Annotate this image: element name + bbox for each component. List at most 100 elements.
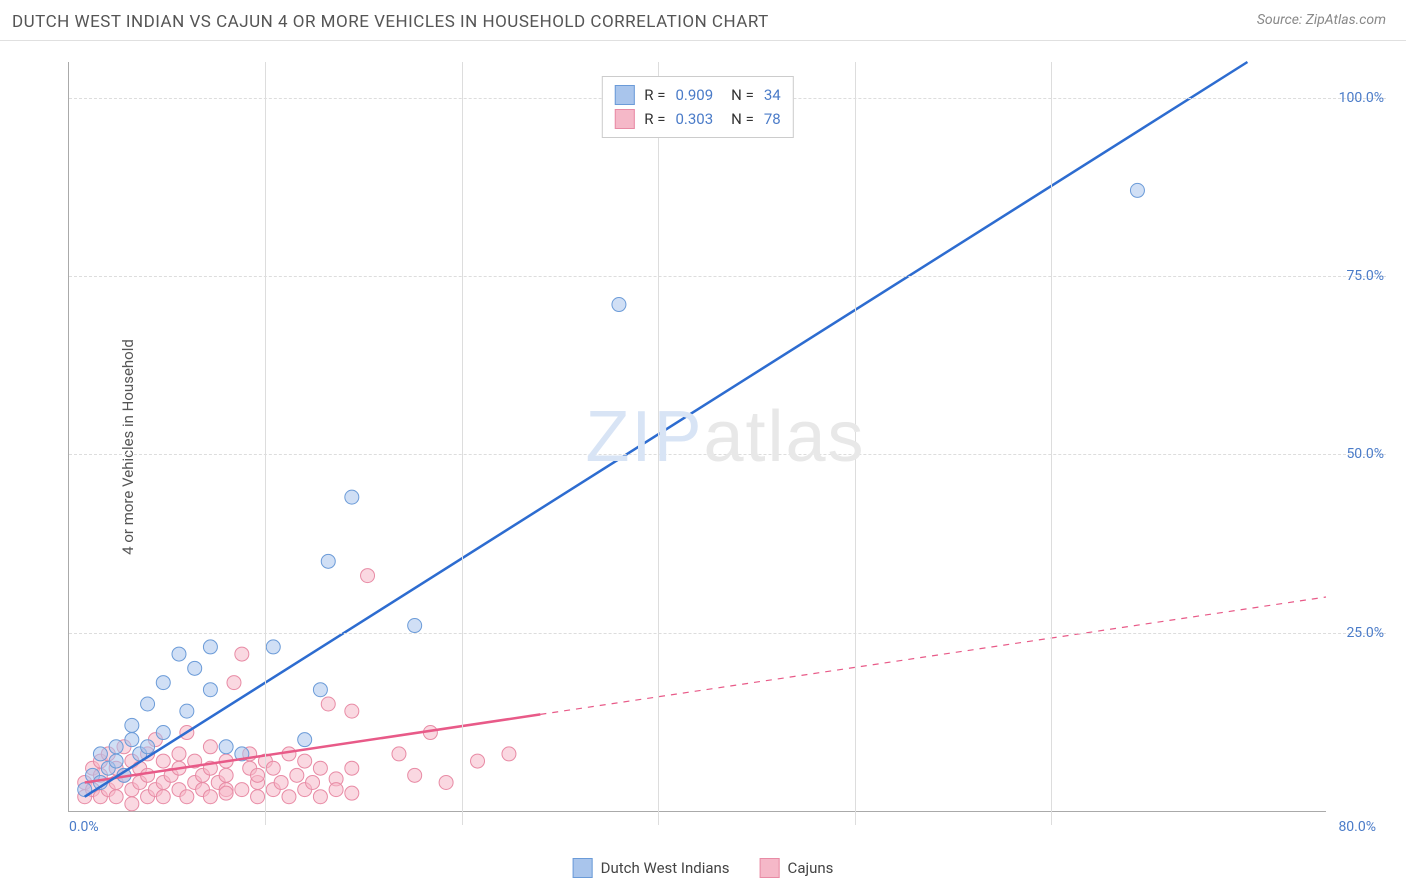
scatter-point bbox=[203, 740, 217, 754]
scatter-point bbox=[1130, 183, 1144, 197]
scatter-point bbox=[125, 797, 139, 811]
grid-v bbox=[855, 62, 856, 825]
scatter-point bbox=[313, 790, 327, 804]
legend-r-value-1: 0.303 bbox=[675, 110, 713, 128]
legend-item-dutch: Dutch West Indians bbox=[573, 858, 730, 878]
scatter-point bbox=[345, 786, 359, 800]
scatter-point bbox=[361, 569, 375, 583]
scatter-point bbox=[392, 747, 406, 761]
header: DUTCH WEST INDIAN VS CAJUN 4 OR MORE VEH… bbox=[0, 0, 1406, 41]
scatter-point bbox=[235, 783, 249, 797]
scatter-point bbox=[141, 740, 155, 754]
scatter-point bbox=[321, 697, 335, 711]
scatter-point bbox=[219, 740, 233, 754]
scatter-point bbox=[251, 790, 265, 804]
scatter-point bbox=[502, 747, 516, 761]
scatter-point bbox=[172, 747, 186, 761]
scatter-point bbox=[227, 676, 241, 690]
legend-n-label-0: N = bbox=[731, 86, 754, 104]
legend-n-value-1: 78 bbox=[764, 110, 781, 128]
grid-h bbox=[69, 276, 1386, 277]
legend-n-value-0: 34 bbox=[764, 86, 781, 104]
grid-v bbox=[462, 62, 463, 825]
scatter-point bbox=[345, 761, 359, 775]
legend-label-cajun: Cajuns bbox=[788, 859, 834, 877]
scatter-point bbox=[345, 704, 359, 718]
legend-swatch-bottom-dutch bbox=[573, 858, 593, 878]
scatter-point bbox=[203, 683, 217, 697]
scatter-point bbox=[313, 683, 327, 697]
ytick-label: 75.0% bbox=[1346, 268, 1384, 284]
legend-label-dutch: Dutch West Indians bbox=[601, 859, 730, 877]
chart-area: 4 or more Vehicles in Household ZIPatlas… bbox=[48, 52, 1386, 842]
scatter-point bbox=[235, 647, 249, 661]
scatter-point bbox=[251, 768, 265, 782]
scatter-point bbox=[266, 761, 280, 775]
scatter-point bbox=[109, 790, 123, 804]
scatter-point bbox=[125, 733, 139, 747]
scatter-point bbox=[282, 790, 296, 804]
scatter-point bbox=[306, 775, 320, 789]
scatter-point bbox=[290, 768, 304, 782]
legend-r-value-0: 0.909 bbox=[675, 86, 713, 104]
xtick-label-min: 0.0% bbox=[69, 819, 99, 835]
legend-r-label-0: R = bbox=[644, 86, 665, 104]
legend-item-cajun: Cajuns bbox=[760, 858, 834, 878]
source-attribution: Source: ZipAtlas.com bbox=[1257, 12, 1386, 28]
scatter-point bbox=[313, 761, 327, 775]
legend-n-label-1: N = bbox=[731, 110, 754, 128]
scatter-point bbox=[439, 775, 453, 789]
scatter-point bbox=[156, 790, 170, 804]
source-prefix: Source: bbox=[1257, 12, 1306, 28]
legend-swatch-bottom-cajun bbox=[760, 858, 780, 878]
regression-line bbox=[85, 62, 1248, 797]
scatter-point bbox=[156, 754, 170, 768]
scatter-point bbox=[180, 704, 194, 718]
source-name: ZipAtlas.com bbox=[1306, 12, 1386, 28]
scatter-point bbox=[188, 661, 202, 675]
scatter-point bbox=[408, 619, 422, 633]
legend-r-label-1: R = bbox=[644, 110, 665, 128]
legend-correlation: R = 0.909 N = 34 R = 0.303 N = 78 bbox=[601, 76, 793, 138]
scatter-point bbox=[172, 647, 186, 661]
scatter-point bbox=[180, 790, 194, 804]
ytick-label: 25.0% bbox=[1346, 625, 1384, 641]
scatter-point bbox=[274, 775, 288, 789]
legend-swatch-cajun bbox=[614, 109, 634, 129]
scatter-point bbox=[345, 490, 359, 504]
grid-v bbox=[658, 62, 659, 825]
legend-row-cajun: R = 0.303 N = 78 bbox=[614, 107, 780, 131]
scatter-point bbox=[408, 768, 422, 782]
legend-series: Dutch West Indians Cajuns bbox=[573, 858, 834, 878]
scatter-point bbox=[329, 783, 343, 797]
scatter-point bbox=[203, 640, 217, 654]
grid-h bbox=[69, 454, 1386, 455]
scatter-point bbox=[471, 754, 485, 768]
grid-h bbox=[69, 633, 1386, 634]
scatter-point bbox=[93, 747, 107, 761]
scatter-point bbox=[156, 676, 170, 690]
scatter-point bbox=[156, 726, 170, 740]
scatter-point bbox=[219, 786, 233, 800]
scatter-point bbox=[321, 554, 335, 568]
grid-v bbox=[1051, 62, 1052, 825]
grid-v bbox=[265, 62, 266, 825]
scatter-point bbox=[219, 768, 233, 782]
chart-title: DUTCH WEST INDIAN VS CAJUN 4 OR MORE VEH… bbox=[12, 12, 769, 32]
legend-swatch-dutch bbox=[614, 85, 634, 105]
scatter-point bbox=[109, 754, 123, 768]
scatter-point bbox=[298, 733, 312, 747]
xtick-label-max: 80.0% bbox=[1338, 819, 1376, 835]
plot-area: ZIPatlas R = 0.909 N = 34 R = 0.303 N = … bbox=[68, 62, 1326, 812]
plot-svg bbox=[69, 62, 1326, 811]
legend-row-dutch: R = 0.909 N = 34 bbox=[614, 83, 780, 107]
scatter-point bbox=[109, 740, 123, 754]
scatter-point bbox=[141, 768, 155, 782]
scatter-point bbox=[125, 718, 139, 732]
scatter-point bbox=[203, 790, 217, 804]
scatter-point bbox=[612, 298, 626, 312]
scatter-point bbox=[298, 754, 312, 768]
ytick-label: 100.0% bbox=[1339, 90, 1384, 106]
scatter-point bbox=[141, 697, 155, 711]
ytick-label: 50.0% bbox=[1346, 446, 1384, 462]
